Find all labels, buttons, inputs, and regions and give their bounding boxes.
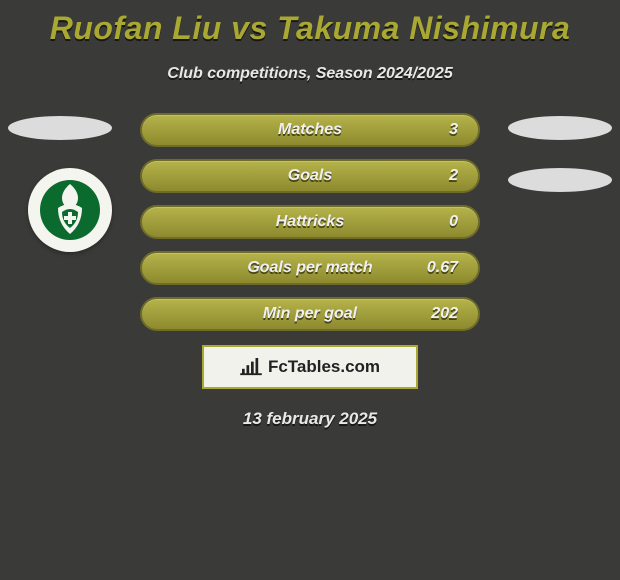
stat-value: 0.67 (418, 259, 478, 277)
stat-row: Goals 2 (140, 159, 480, 193)
right-placeholder-ellipse-1 (508, 116, 612, 140)
left-placeholder-ellipse-1 (8, 116, 112, 140)
stat-row: Min per goal 202 (140, 297, 480, 331)
brand-box[interactable]: FcTables.com (202, 345, 418, 389)
comparison-subtitle: Club competitions, Season 2024/2025 (0, 65, 620, 83)
stat-label: Min per goal (142, 305, 418, 323)
stat-label: Matches (142, 121, 418, 139)
stats-list: Matches 3 Goals 2 Hattricks 0 Goals per … (140, 113, 480, 331)
brand-label: FcTables.com (268, 357, 380, 377)
stat-label: Goals per match (142, 259, 418, 277)
club-crest-icon (38, 178, 102, 242)
comparison-title: Ruofan Liu vs Takuma Nishimura (0, 0, 620, 47)
bar-chart-icon (240, 358, 262, 376)
stat-value: 3 (418, 121, 478, 139)
comparison-date: 13 february 2025 (0, 409, 620, 429)
stat-value: 2 (418, 167, 478, 185)
right-placeholder-ellipse-2 (508, 168, 612, 192)
stat-value: 0 (418, 213, 478, 231)
stat-row: Hattricks 0 (140, 205, 480, 239)
content-area: Matches 3 Goals 2 Hattricks 0 Goals per … (0, 113, 620, 429)
stat-row: Matches 3 (140, 113, 480, 147)
stat-label: Goals (142, 167, 418, 185)
club-badge (28, 168, 112, 252)
stat-label: Hattricks (142, 213, 418, 231)
stat-value: 202 (418, 305, 478, 323)
stat-row: Goals per match 0.67 (140, 251, 480, 285)
